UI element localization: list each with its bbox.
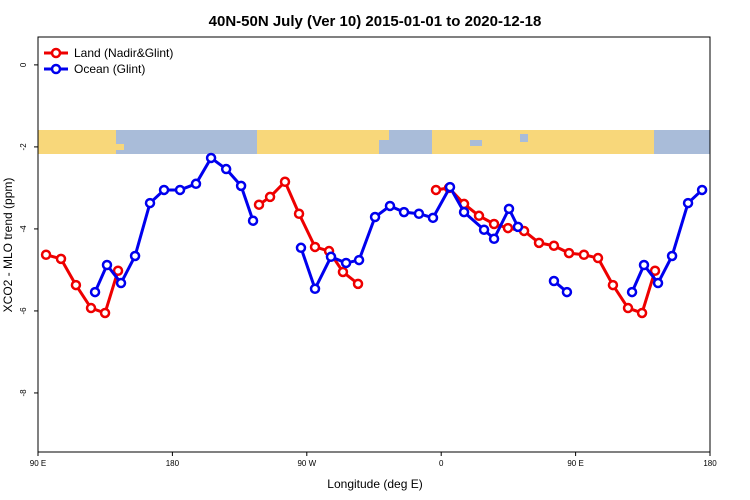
data-point: [430, 184, 442, 196]
data-point: [502, 222, 514, 234]
data-point: [144, 197, 156, 209]
legend-marker: [50, 63, 62, 75]
x-tick-label: 90 W: [297, 459, 316, 468]
data-point: [325, 251, 337, 263]
data-point: [190, 178, 202, 190]
data-point: [458, 206, 470, 218]
y-tick-label: -6: [19, 307, 28, 315]
data-point: [512, 221, 524, 233]
data-point: [101, 259, 113, 271]
data-point: [636, 307, 648, 319]
x-tick-label: 90 E: [567, 459, 583, 468]
data-point: [592, 252, 604, 264]
data-point: [638, 259, 650, 271]
data-point: [174, 184, 186, 196]
data-point: [444, 181, 456, 193]
y-tick-label: 0: [19, 62, 28, 67]
data-point: [607, 279, 619, 291]
data-point: [293, 208, 305, 219]
data-point: [533, 237, 545, 249]
data-point: [666, 250, 678, 262]
data-point: [235, 180, 247, 192]
x-tick-label: 90 E: [30, 459, 46, 468]
data-point: [488, 233, 500, 245]
data-point: [649, 265, 661, 276]
data-point: [622, 302, 634, 314]
data-point: [99, 307, 111, 319]
data-point: [478, 224, 490, 235]
y-axis-label: XCO2 - MLO trend (ppm): [1, 178, 15, 313]
data-point: [55, 253, 67, 265]
x-tick-label: 180: [166, 459, 180, 468]
data-point: [89, 286, 101, 298]
data-point: [253, 199, 265, 210]
data-point: [158, 184, 170, 196]
data-point: [384, 200, 396, 212]
data-point: [205, 152, 217, 164]
data-point: [563, 247, 575, 259]
data-point: [503, 203, 515, 215]
data-point: [473, 210, 485, 222]
data-point: [352, 278, 364, 290]
data-point: [652, 277, 664, 289]
data-point: [112, 265, 124, 276]
data-point: [548, 240, 560, 251]
data-point: [353, 254, 365, 266]
data-point: [115, 277, 127, 289]
data-point: [561, 286, 573, 298]
data-point: [337, 266, 349, 278]
plot-frame: [37, 36, 711, 453]
data-point: [413, 208, 425, 219]
legend-label: Ocean (Glint): [74, 62, 145, 76]
data-point: [578, 249, 590, 261]
data-point: [548, 275, 560, 287]
y-tick-label: -2: [19, 143, 28, 151]
data-point: [279, 176, 291, 188]
chart-title: 40N-50N July (Ver 10) 2015-01-01 to 2020…: [209, 13, 542, 30]
x-axis-label: Longitude (deg E): [327, 477, 422, 491]
data-point: [309, 241, 321, 253]
legend-label: Land (Nadir&Glint): [74, 46, 173, 60]
series-line: [299, 185, 520, 291]
map-strip: [38, 130, 710, 154]
series-line: [435, 186, 657, 315]
data-point: [70, 279, 82, 291]
data-point: [488, 218, 500, 230]
data-point: [264, 191, 276, 203]
x-tick-label: 180: [703, 459, 717, 468]
data-point: [427, 212, 439, 224]
data-point: [696, 184, 708, 196]
data-point: [40, 249, 52, 261]
data-point: [626, 286, 638, 298]
data-point: [129, 250, 141, 262]
y-tick-label: -8: [19, 389, 28, 397]
data-point: [85, 302, 97, 314]
data-point: [682, 197, 694, 209]
data-point: [220, 163, 232, 175]
x-tick-label: 0: [439, 459, 444, 468]
legend-marker: [50, 47, 62, 59]
data-point: [309, 283, 321, 295]
data-point: [340, 257, 352, 269]
data-point: [247, 215, 259, 226]
data-point: [369, 211, 381, 223]
data-point: [398, 206, 410, 218]
data-point: [295, 242, 307, 254]
y-tick-label: -4: [19, 225, 28, 233]
